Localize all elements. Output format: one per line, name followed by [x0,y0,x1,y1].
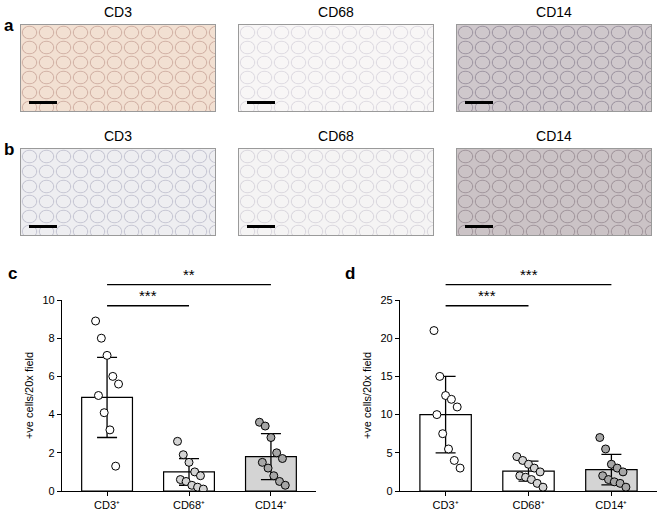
svg-text:10: 10 [380,408,392,420]
svg-text:CD14⁺: CD14⁺ [255,499,287,511]
svg-text:0: 0 [387,485,393,497]
html-text:CD68: CD68 [318,128,354,144]
svg-text:CD14⁺: CD14⁺ [595,499,627,511]
svg-text:CD3⁺: CD3⁺ [94,499,120,511]
html-text:CD14: CD14 [536,128,572,144]
svg-text:10: 10 [42,294,54,306]
svg-text:+ve cells/20x field: +ve cells/20x field [23,352,35,439]
html-text:CD14: CD14 [536,4,572,20]
svg-text:**: ** [183,266,195,283]
svg-text:20: 20 [380,332,392,344]
html-text:CD3: CD3 [104,4,132,20]
svg-text:5: 5 [387,447,393,459]
html-text:CD68: CD68 [318,4,354,20]
svg-text:***: *** [139,287,157,304]
html-text:a: a [4,16,14,35]
svg-text:c: c [8,264,17,283]
html-text:CD3: CD3 [104,128,132,144]
svg-text:d: d [345,264,355,283]
svg-text:0: 0 [49,485,55,497]
svg-text:25: 25 [380,294,392,306]
svg-text:15: 15 [380,370,392,382]
svg-text:CD68⁺: CD68⁺ [173,499,205,511]
svg-text:CD3⁺: CD3⁺ [433,499,459,511]
svg-text:***: *** [520,266,538,283]
svg-text:4: 4 [49,408,55,420]
html-text:b: b [4,140,15,159]
svg-text:6: 6 [49,370,55,382]
svg-text:***: *** [478,287,496,304]
svg-text:CD68⁺: CD68⁺ [512,499,544,511]
svg-text:2: 2 [49,447,55,459]
svg-text:8: 8 [49,332,55,344]
svg-text:+ve cells/20x field: +ve cells/20x field [361,352,373,439]
